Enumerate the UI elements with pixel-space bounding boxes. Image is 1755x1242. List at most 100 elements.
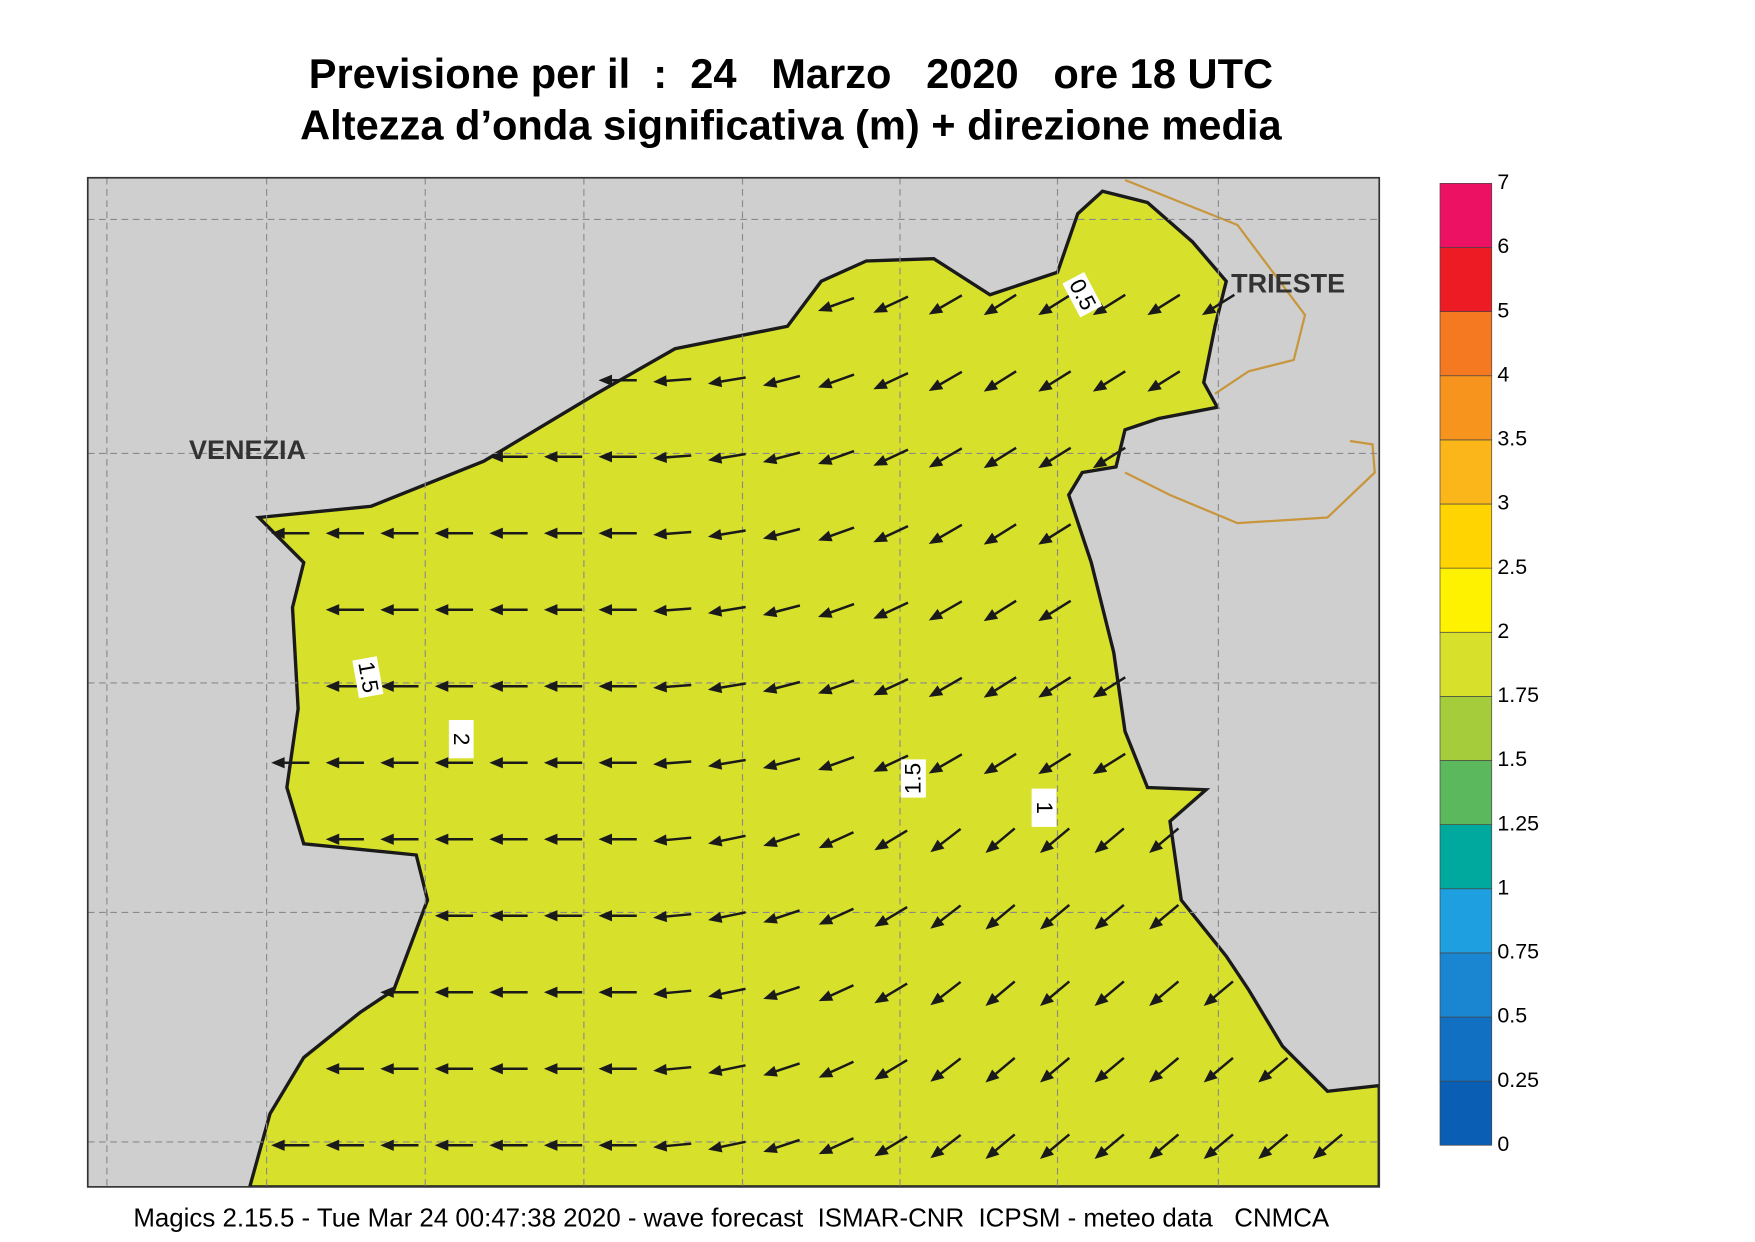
arrow-head [762,376,778,388]
arrow-head [1094,993,1109,1006]
arrow-head [874,838,889,851]
arrow-head [762,529,778,541]
arrow-head [434,1063,449,1075]
arrow-head [708,1064,723,1076]
arrow-head [380,1139,394,1151]
arrow-head [873,684,888,696]
arrow-head [1094,916,1109,930]
arrow-head [434,527,449,539]
arrow-head [763,912,778,924]
arrow-head [543,1063,558,1075]
arrow-head [1092,303,1108,316]
arrow-head [708,911,723,923]
arrow-head [653,375,667,387]
arrow-head [762,759,778,771]
arrow-head [818,607,833,618]
arrow-head [1092,456,1108,469]
contour-label-box [1062,272,1103,318]
arrow-head [818,683,833,695]
arrow-head [1038,379,1053,392]
title-line: Altezza d’onda significativa (m) + direz… [300,102,1282,149]
contour-label-box [448,720,474,759]
arrow-head [930,1145,945,1159]
colorbar-band [1439,696,1493,761]
colorbar-label: 1.5 [1497,747,1527,771]
arrow-head [598,986,612,998]
arrow-head [1038,685,1053,698]
arrow-head [708,835,723,847]
contour-label-box [352,656,384,699]
colorbar-label: 2 [1497,619,1509,643]
contour-label-text: 1 [1032,801,1057,814]
colorbar-label: 0.5 [1497,1004,1527,1028]
colorbar-band [1439,1080,1493,1146]
arrow-head [928,302,944,315]
arrow-head [874,1068,889,1080]
arrow-head [489,451,503,463]
arrow-head [762,682,778,694]
arrow-head [434,604,449,616]
arrow-head [1149,1069,1164,1083]
arrow-head [489,527,503,539]
arrow-head [653,910,668,923]
arrow-head [598,374,612,386]
arrow-head [763,836,778,848]
colorbar-band [1439,952,1493,1018]
arrow-head [708,988,723,1000]
arrow-head [1038,532,1053,545]
arrow-head [762,453,778,465]
arrow-head [930,1069,945,1082]
arrow-head [543,680,558,692]
arrow-head [818,454,833,465]
arrow-head [434,757,449,769]
arrow-head [818,301,833,312]
arrow-head [983,609,999,622]
arrow-head [653,1140,668,1152]
arrow-head [1038,456,1053,469]
arrow-head [1092,379,1108,392]
arrow-head [325,604,340,616]
arrow-head [434,910,449,922]
arrow-head [762,606,778,618]
arrow-head [983,685,999,698]
arrow-head [1038,609,1053,622]
arrow-head [1147,303,1162,316]
arrow-head [653,987,668,999]
arrow-head [928,608,944,621]
colorbar-label: 5 [1497,298,1509,322]
arrow-head [1201,303,1217,316]
arrow-head [489,910,503,922]
arrow-head [543,757,558,769]
map-frame [86,176,1381,1188]
contour-label-text: 1.5 [353,660,383,695]
contour-label: 1.5 [901,759,926,798]
contour-label: 2 [448,720,474,759]
arrow-head [543,451,558,463]
arrow-head [874,915,889,927]
colorbar-band [1439,1016,1493,1082]
colorbar-band [1439,311,1493,377]
arrow-head [1258,1069,1273,1083]
arrow-head [707,452,723,464]
arrow-head [930,839,945,853]
arrow-head [543,1139,558,1151]
arrow-head [1040,1069,1054,1083]
arrow-head [873,531,888,543]
arrow-head [653,757,667,769]
arrow-head [818,377,833,389]
arrow-head [271,1139,285,1151]
arrow-head [271,757,285,769]
arrow-head [1040,840,1054,853]
contour-label-box [1031,788,1057,827]
colorbar-band [1439,183,1493,248]
arrow-head [1203,993,1218,1006]
contour-label: 1.5 [352,656,384,699]
arrow-head [489,1063,503,1075]
arrow-head [325,1063,340,1075]
colorbar-band [1439,760,1493,825]
arrow-head [1040,916,1054,930]
arrow-head [763,1142,778,1154]
footer: Magics 2.15.5 - Tue Mar 24 00:47:38 2020… [133,1204,1329,1232]
arrow-head [434,833,449,845]
